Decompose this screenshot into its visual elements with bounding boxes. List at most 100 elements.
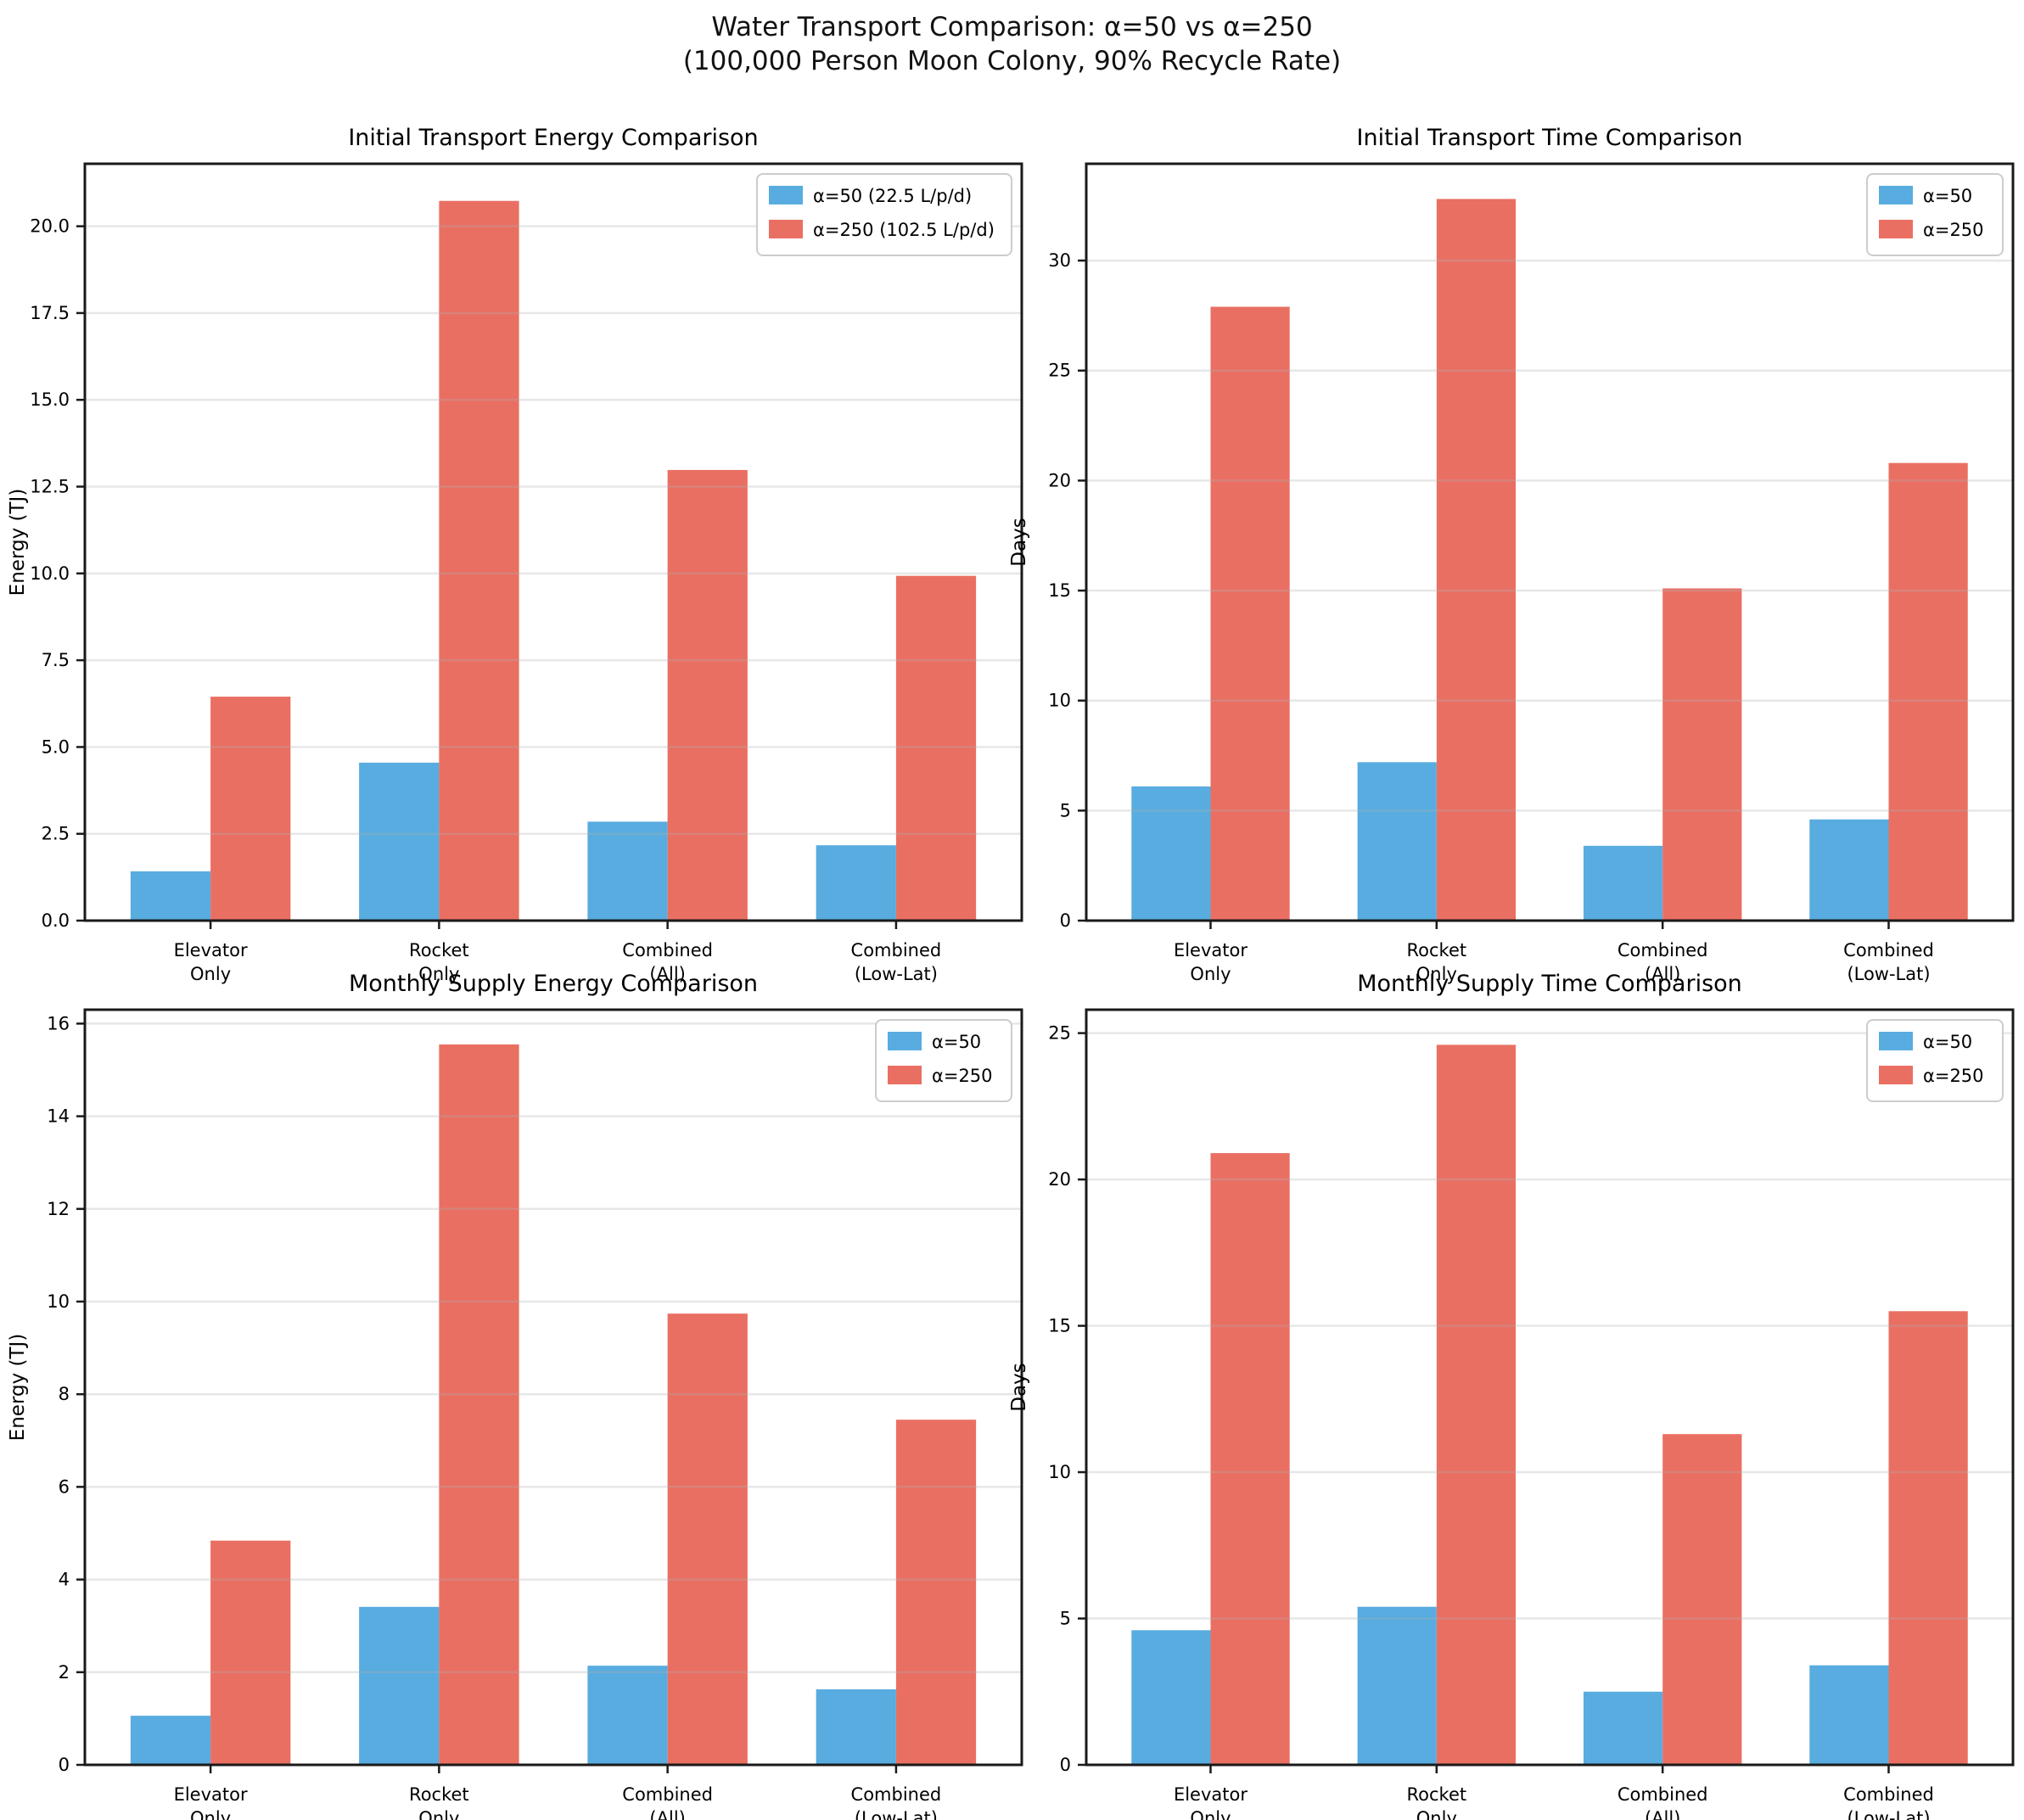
- bar-a50-2: [587, 1666, 668, 1765]
- y-tick-label: 10.0: [30, 563, 70, 584]
- y-tick-label: 15: [1048, 1316, 1071, 1336]
- y-tick-label: 5.0: [42, 736, 70, 757]
- y-tick-label: 12.5: [30, 477, 70, 497]
- bar-a50-1: [359, 762, 440, 921]
- legend-label-a50: α=50 (22.5 L/p/d): [813, 186, 972, 206]
- bar-a50-0: [130, 1716, 211, 1765]
- y-axis-label: Energy (TJ): [7, 489, 29, 596]
- x-tick-label-line1: Combined: [1843, 1784, 1934, 1805]
- y-tick-label: 12: [47, 1199, 70, 1219]
- x-tick-label-line2: Only: [1190, 964, 1231, 984]
- y-tick-label: 4: [59, 1570, 70, 1590]
- legend-swatch-a250: [888, 1066, 922, 1084]
- bar-a50-1: [359, 1606, 440, 1765]
- figure-title: Water Transport Comparison: α=50 vs α=25…: [0, 10, 2024, 78]
- x-tick-label-line1: Elevator: [174, 940, 248, 960]
- x-tick-label-line2: Only: [1416, 964, 1457, 984]
- legend-swatch-a50: [1879, 186, 1913, 204]
- y-tick-label: 20: [1048, 1169, 1071, 1190]
- bar-a50-3: [816, 1689, 896, 1765]
- legend-swatch-a250: [1879, 220, 1913, 238]
- x-tick-label-line2: (All): [649, 964, 685, 984]
- x-tick-label-line1: Rocket: [1407, 940, 1467, 960]
- legend-swatch-a50: [769, 186, 803, 204]
- y-tick-label: 10: [47, 1291, 70, 1312]
- x-tick-label-line1: Elevator: [174, 1784, 248, 1805]
- x-tick-label-line2: Only: [1416, 1808, 1457, 1820]
- x-tick-label-line2: Only: [418, 964, 459, 984]
- legend-label-a50: α=50: [1923, 186, 1972, 206]
- bar-a250-2: [667, 469, 748, 921]
- legend: α=50 (22.5 L/p/d) α=250 (102.5 L/p/d): [756, 173, 1012, 256]
- bar-a250-1: [1436, 199, 1517, 921]
- figure-title-line2: (100,000 Person Moon Colony, 90% Recycle…: [682, 46, 1342, 76]
- x-tick-label-line2: (All): [1645, 1808, 1680, 1820]
- legend-swatch-a250: [1879, 1066, 1913, 1084]
- bar-a250-1: [439, 1044, 519, 1765]
- y-axis-label: Days: [1008, 1363, 1030, 1411]
- x-tick-label-line1: Elevator: [1174, 940, 1247, 960]
- bar-a250-3: [895, 575, 977, 921]
- chart-monthly-time: 0 5 10 15 20 25 Elevator Only Rocket Only Combined…: [1008, 971, 2015, 1820]
- chart-initial-time: 0 5 10 15 20 25 30 Elevator Only Rocket Only Combin…: [1008, 125, 2015, 984]
- y-tick-label: 20: [1048, 470, 1071, 490]
- y-tick-label: 0: [1060, 910, 1071, 931]
- bar-a250-2: [1662, 588, 1742, 921]
- bar-a50-1: [1357, 762, 1437, 921]
- y-tick-label: 2: [59, 1662, 70, 1683]
- x-tick-label-line1: Combined: [1843, 940, 1934, 960]
- bar-a50-0: [1131, 1630, 1211, 1765]
- y-tick-label: 6: [59, 1476, 70, 1497]
- x-tick-label-line2: (All): [1645, 964, 1680, 984]
- bar-a250-0: [1210, 1153, 1290, 1765]
- x-tick-label-line1: Combined: [622, 1784, 713, 1805]
- y-tick-label: 7.5: [42, 650, 70, 670]
- y-tick-label: 8: [59, 1384, 70, 1404]
- chart-title: Monthly Supply Time Comparison: [1357, 971, 1742, 997]
- bar-a250-1: [1436, 1044, 1517, 1765]
- legend-label-a50: α=50: [1923, 1032, 1972, 1052]
- bar-a50-1: [1357, 1606, 1437, 1765]
- x-tick-label-line1: Combined: [1618, 1784, 1708, 1805]
- y-tick-label: 0: [1060, 1755, 1071, 1775]
- bar-a250-0: [1210, 306, 1290, 921]
- y-axis-label: Days: [1008, 518, 1030, 566]
- x-tick-label-line1: Rocket: [1407, 1784, 1467, 1805]
- bar-a250-0: [210, 697, 291, 921]
- bar-a50-2: [1583, 1691, 1663, 1765]
- bar-a250-3: [895, 1420, 977, 1765]
- x-tick-label-line2: Only: [190, 964, 231, 984]
- chart-title: Initial Transport Energy Comparison: [348, 125, 758, 151]
- bar-a250-2: [667, 1313, 748, 1765]
- bar-a50-0: [130, 871, 211, 921]
- legend: α=50 α=250: [1866, 1019, 2004, 1102]
- legend: α=50 α=250: [875, 1019, 1012, 1102]
- y-tick-label: 17.5: [30, 303, 70, 323]
- bar-a50-3: [1809, 819, 1889, 921]
- x-tick-label-line2: Only: [190, 1808, 231, 1820]
- x-tick-label-line2: (Low-Lat): [1847, 1808, 1930, 1820]
- plot-spine: [1085, 1008, 2015, 1767]
- legend-box: [756, 173, 1012, 256]
- chart-monthly-energy: 0 2 4 6 8 10 12 14 16 Elevator Only Rocket Only Combi…: [7, 971, 1023, 1820]
- plot-spine: [83, 1008, 1023, 1767]
- plot-spine: [83, 162, 1023, 922]
- x-tick-label-line2: Only: [418, 1808, 459, 1820]
- bar-a250-3: [1888, 462, 1968, 921]
- chart-title: Initial Transport Time Comparison: [1357, 125, 1743, 151]
- legend-label-a250: α=250 (102.5 L/p/d): [813, 220, 995, 240]
- x-tick-label-line2: (Low-Lat): [1847, 964, 1930, 984]
- bar-a50-3: [816, 845, 896, 921]
- y-tick-label: 15: [1048, 580, 1071, 601]
- y-tick-label: 14: [47, 1106, 70, 1127]
- bar-a50-0: [1131, 786, 1211, 921]
- y-tick-label: 15.0: [30, 389, 70, 410]
- x-tick-label-line2: (All): [649, 1808, 685, 1820]
- bar-a250-3: [1888, 1311, 1968, 1765]
- y-tick-label: 2.5: [42, 824, 70, 844]
- legend-label-a250: α=250: [1923, 220, 1984, 240]
- y-tick-label: 5: [1060, 800, 1071, 820]
- chart-title: Monthly Supply Energy Comparison: [349, 971, 758, 997]
